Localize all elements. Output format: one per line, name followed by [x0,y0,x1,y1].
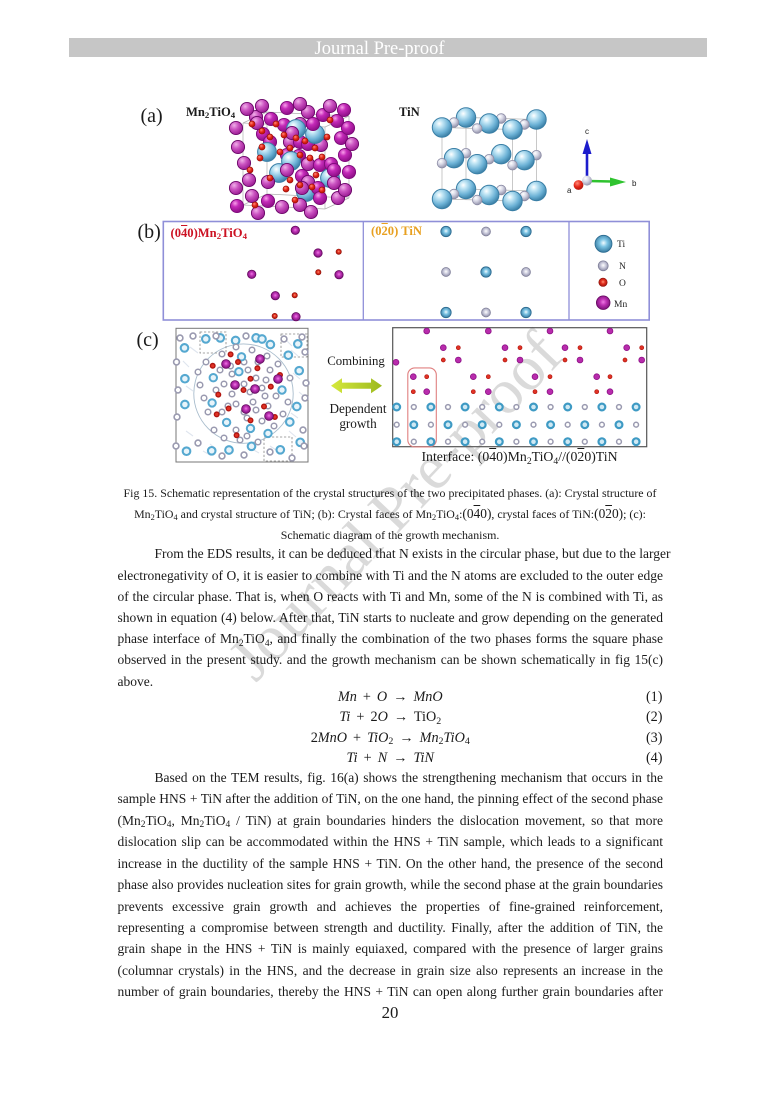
svg-text:c: c [585,127,589,136]
svg-text:O: O [619,279,626,289]
svg-text:Mn: Mn [614,300,627,310]
svg-text:b: b [632,179,637,188]
svg-text:a: a [567,186,572,195]
svg-text:N: N [619,262,626,272]
svg-text:Ti: Ti [617,240,625,250]
